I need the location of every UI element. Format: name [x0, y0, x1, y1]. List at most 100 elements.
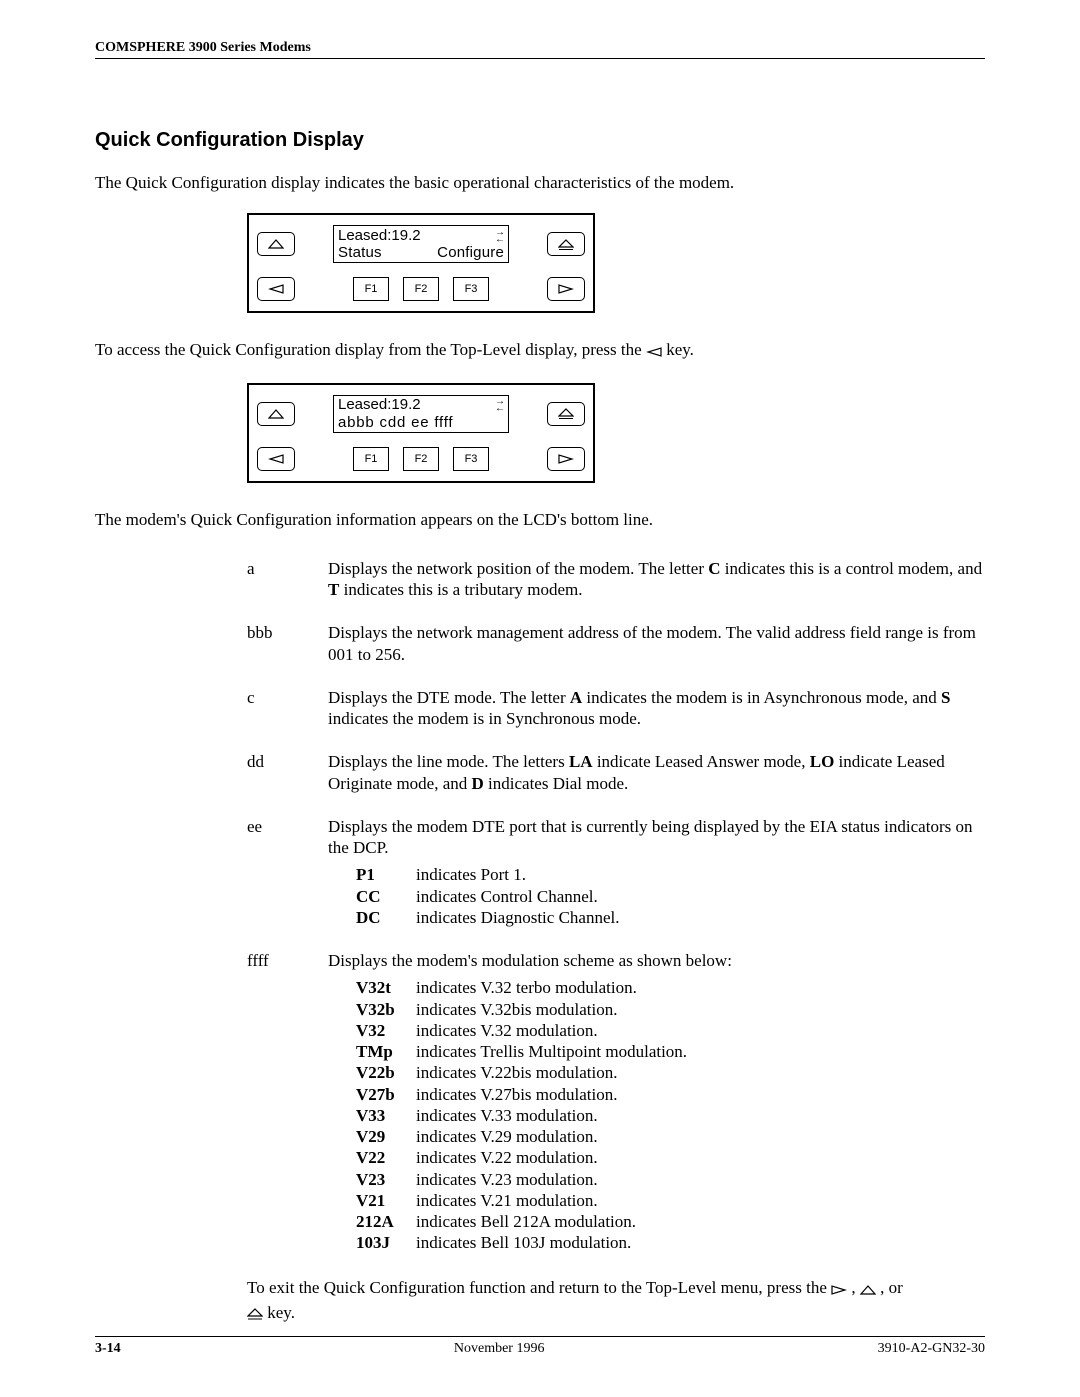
text: indicates this is a control modem, and: [721, 559, 983, 578]
text: indicates the modem is in Synchronous mo…: [328, 709, 641, 728]
lcd-line1: Leased:19.2: [338, 396, 421, 413]
sub-row: P1indicates Port 1.: [356, 864, 985, 885]
triangle-left-inline-icon: [646, 341, 662, 362]
sub-code: V22: [356, 1147, 416, 1168]
def-val: Displays the line mode. The letters LA i…: [328, 751, 985, 794]
def-key: ffff: [247, 950, 302, 1254]
def-key: c: [247, 687, 302, 730]
access-paragraph: To access the Quick Configuration displa…: [95, 339, 985, 362]
sub-code: P1: [356, 864, 416, 885]
lcd-panel-2: Leased:19.2 →← abbb cdd ee ffff F1: [247, 383, 985, 483]
sub-code: DC: [356, 907, 416, 928]
fkey-row: F1 F2 F3: [353, 447, 489, 471]
text: indicates this is a tributary modem.: [339, 580, 582, 599]
def-val: Displays the network management address …: [328, 622, 985, 665]
def-key: dd: [247, 751, 302, 794]
access-text-after: key.: [662, 340, 694, 359]
lcd-line2-right: Configure: [437, 244, 504, 261]
key-left: [257, 447, 295, 471]
bold-text: LA: [569, 752, 593, 771]
triangle-up-lined-inline-icon: [247, 1303, 263, 1327]
def-row-bbb: bbb Displays the network management addr…: [247, 622, 985, 665]
key-up-right-lined: [547, 402, 585, 426]
text: indicate Leased Answer mode,: [593, 752, 810, 771]
sub-code: V23: [356, 1169, 416, 1190]
triangle-up-inline-icon: [860, 1278, 876, 1302]
triangle-left-icon: [268, 454, 284, 464]
sub-row: V32tindicates V.32 terbo modulation.: [356, 977, 985, 998]
sub-desc: indicates V.29 modulation.: [416, 1126, 985, 1147]
sub-desc: indicates Bell 212A modulation.: [416, 1211, 985, 1232]
panel-row-bottom: F1 F2 F3: [257, 277, 585, 301]
sub-code: V32: [356, 1020, 416, 1041]
sub-desc: indicates Diagnostic Channel.: [416, 907, 985, 928]
panel-row-bottom: F1 F2 F3: [257, 447, 585, 471]
lcd-arrows-icon: →←: [495, 398, 504, 412]
bold-text: T: [328, 580, 339, 599]
text: Displays the modem DTE port that is curr…: [328, 816, 985, 859]
triangle-up-icon: [268, 409, 284, 419]
page-footer: 3-14 November 1996 3910-A2-GN32-30: [95, 1336, 985, 1357]
f2-key: F2: [403, 447, 439, 471]
lcd-screen: Leased:19.2 →← abbb cdd ee ffff: [333, 395, 509, 433]
bold-text: C: [708, 559, 720, 578]
triangle-up-lined-icon: [558, 408, 574, 419]
page: COMSPHERE 3900 Series Modems Quick Confi…: [0, 0, 1080, 1397]
sub-code: 103J: [356, 1232, 416, 1253]
sub-desc: indicates Trellis Multipoint modulation.: [416, 1041, 985, 1062]
sub-row: V32bindicates V.32bis modulation.: [356, 999, 985, 1020]
def-row-ffff: ffff Displays the modem's modulation sch…: [247, 950, 985, 1254]
key-right: [547, 447, 585, 471]
triangle-left-icon: [268, 284, 284, 294]
lcd-arrows-icon: →←: [495, 229, 504, 243]
def-key: bbb: [247, 622, 302, 665]
sub-row: 103Jindicates Bell 103J modulation.: [356, 1232, 985, 1253]
sub-row: CCindicates Control Channel.: [356, 886, 985, 907]
footer-date: November 1996: [454, 1341, 545, 1357]
sub-desc: indicates V.27bis modulation.: [416, 1084, 985, 1105]
sub-row: TMpindicates Trellis Multipoint modulati…: [356, 1041, 985, 1062]
sub-code: V32b: [356, 999, 416, 1020]
sub-desc: indicates V.32bis modulation.: [416, 999, 985, 1020]
text: Displays the modem's modulation scheme a…: [328, 950, 985, 971]
sub-code: CC: [356, 886, 416, 907]
triangle-right-icon: [558, 454, 574, 464]
sub-desc: indicates V.33 modulation.: [416, 1105, 985, 1126]
f1-key: F1: [353, 447, 389, 471]
def-val: Displays the network position of the mod…: [328, 558, 985, 601]
page-number: 3-14: [95, 1341, 121, 1357]
f3-key: F3: [453, 277, 489, 301]
text: Displays the DTE mode. The letter: [328, 688, 570, 707]
sub-code: V33: [356, 1105, 416, 1126]
sub-code: V27b: [356, 1084, 416, 1105]
exit-paragraph: To exit the Quick Configuration function…: [247, 1276, 965, 1328]
key-up-left: [257, 232, 295, 256]
sub-desc: indicates V.32 modulation.: [416, 1020, 985, 1041]
sub-desc: indicates V.23 modulation.: [416, 1169, 985, 1190]
def-key: a: [247, 558, 302, 601]
sub-code: V32t: [356, 977, 416, 998]
def-row-dd: dd Displays the line mode. The letters L…: [247, 751, 985, 794]
sub-desc: indicates V.21 modulation.: [416, 1190, 985, 1211]
def-row-a: a Displays the network position of the m…: [247, 558, 985, 601]
running-header: COMSPHERE 3900 Series Modems: [95, 40, 985, 56]
sub-row: V32indicates V.32 modulation.: [356, 1020, 985, 1041]
def-key: ee: [247, 816, 302, 928]
triangle-right-icon: [558, 284, 574, 294]
lcd-panel-1: Leased:19.2 →← Status Configure: [247, 213, 985, 313]
bold-text: S: [941, 688, 950, 707]
sub-row: V23indicates V.23 modulation.: [356, 1169, 985, 1190]
def-val: Displays the modem DTE port that is curr…: [328, 816, 985, 928]
sub-table-ffff: V32tindicates V.32 terbo modulation.V32b…: [356, 977, 985, 1253]
sub-code: V22b: [356, 1062, 416, 1083]
f1-key: F1: [353, 277, 389, 301]
triangle-up-icon: [268, 239, 284, 249]
bold-text: A: [570, 688, 582, 707]
lcd-screen: Leased:19.2 →← Status Configure: [333, 225, 509, 263]
access-text-before: To access the Quick Configuration displa…: [95, 340, 646, 359]
sub-row: V33indicates V.33 modulation.: [356, 1105, 985, 1126]
sub-desc: indicates Bell 103J modulation.: [416, 1232, 985, 1253]
def-row-ee: ee Displays the modem DTE port that is c…: [247, 816, 985, 928]
footer-rule: [95, 1336, 985, 1337]
lcd-bottom-line-text: The modem's Quick Configuration informat…: [95, 509, 985, 530]
